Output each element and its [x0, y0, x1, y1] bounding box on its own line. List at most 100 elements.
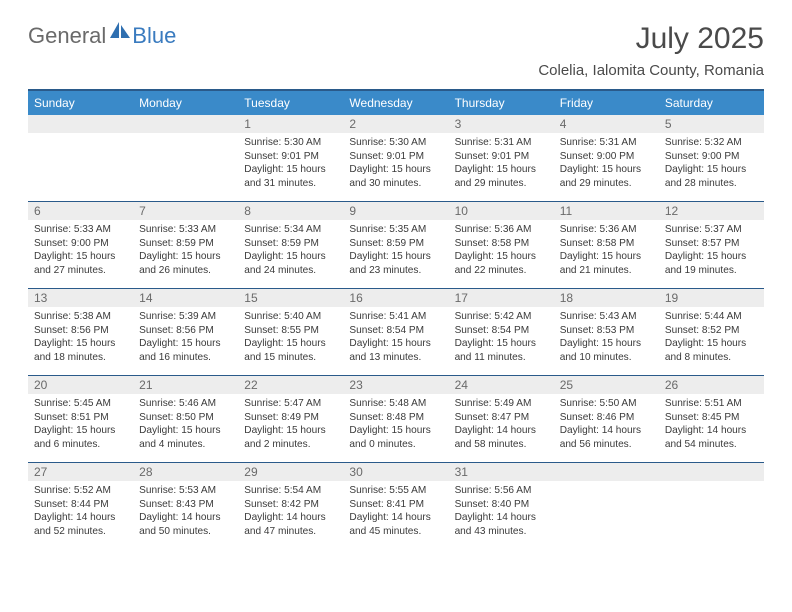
day-body: Sunrise: 5:30 AMSunset: 9:01 PMDaylight:…	[343, 133, 448, 194]
daylight-text: Daylight: 14 hours and 45 minutes.	[349, 511, 442, 538]
day-cell: 13Sunrise: 5:38 AMSunset: 8:56 PMDayligh…	[28, 289, 133, 375]
day-body: Sunrise: 5:47 AMSunset: 8:49 PMDaylight:…	[238, 394, 343, 455]
sunrise-text: Sunrise: 5:55 AM	[349, 484, 442, 498]
daylight-text: Daylight: 15 hours and 30 minutes.	[349, 163, 442, 190]
weekday-header: Wednesday	[343, 91, 448, 115]
day-number: 16	[343, 289, 448, 307]
day-body	[28, 133, 133, 139]
daylight-text: Daylight: 15 hours and 28 minutes.	[665, 163, 758, 190]
day-number: 11	[554, 202, 659, 220]
day-cell: 16Sunrise: 5:41 AMSunset: 8:54 PMDayligh…	[343, 289, 448, 375]
day-number: 30	[343, 463, 448, 481]
sunset-text: Sunset: 9:00 PM	[34, 237, 127, 251]
day-number	[28, 115, 133, 133]
week-row: 13Sunrise: 5:38 AMSunset: 8:56 PMDayligh…	[28, 288, 764, 375]
day-cell: 3Sunrise: 5:31 AMSunset: 9:01 PMDaylight…	[449, 115, 554, 201]
day-body: Sunrise: 5:55 AMSunset: 8:41 PMDaylight:…	[343, 481, 448, 542]
day-body: Sunrise: 5:40 AMSunset: 8:55 PMDaylight:…	[238, 307, 343, 368]
weekday-header: Monday	[133, 91, 238, 115]
day-number: 19	[659, 289, 764, 307]
day-cell: 25Sunrise: 5:50 AMSunset: 8:46 PMDayligh…	[554, 376, 659, 462]
day-body: Sunrise: 5:31 AMSunset: 9:00 PMDaylight:…	[554, 133, 659, 194]
day-cell: 19Sunrise: 5:44 AMSunset: 8:52 PMDayligh…	[659, 289, 764, 375]
brand-text-blue: Blue	[132, 23, 176, 49]
sunset-text: Sunset: 8:59 PM	[349, 237, 442, 251]
sunset-text: Sunset: 8:48 PM	[349, 411, 442, 425]
daylight-text: Daylight: 14 hours and 56 minutes.	[560, 424, 653, 451]
day-number	[554, 463, 659, 481]
daylight-text: Daylight: 14 hours and 43 minutes.	[455, 511, 548, 538]
daylight-text: Daylight: 15 hours and 27 minutes.	[34, 250, 127, 277]
day-cell: 11Sunrise: 5:36 AMSunset: 8:58 PMDayligh…	[554, 202, 659, 288]
sunrise-text: Sunrise: 5:45 AM	[34, 397, 127, 411]
day-number: 23	[343, 376, 448, 394]
day-number: 10	[449, 202, 554, 220]
day-body	[133, 133, 238, 139]
sunrise-text: Sunrise: 5:30 AM	[244, 136, 337, 150]
day-body: Sunrise: 5:33 AMSunset: 8:59 PMDaylight:…	[133, 220, 238, 281]
daylight-text: Daylight: 15 hours and 16 minutes.	[139, 337, 232, 364]
sunrise-text: Sunrise: 5:32 AM	[665, 136, 758, 150]
day-number: 25	[554, 376, 659, 394]
sunrise-text: Sunrise: 5:47 AM	[244, 397, 337, 411]
day-number: 28	[133, 463, 238, 481]
day-cell: 23Sunrise: 5:48 AMSunset: 8:48 PMDayligh…	[343, 376, 448, 462]
sunset-text: Sunset: 8:54 PM	[349, 324, 442, 338]
day-number: 5	[659, 115, 764, 133]
day-body	[554, 481, 659, 487]
daylight-text: Daylight: 15 hours and 11 minutes.	[455, 337, 548, 364]
daylight-text: Daylight: 15 hours and 8 minutes.	[665, 337, 758, 364]
day-cell: 29Sunrise: 5:54 AMSunset: 8:42 PMDayligh…	[238, 463, 343, 549]
day-body: Sunrise: 5:53 AMSunset: 8:43 PMDaylight:…	[133, 481, 238, 542]
day-cell: 4Sunrise: 5:31 AMSunset: 9:00 PMDaylight…	[554, 115, 659, 201]
sunset-text: Sunset: 9:01 PM	[349, 150, 442, 164]
sunset-text: Sunset: 8:47 PM	[455, 411, 548, 425]
weekday-header-row: Sunday Monday Tuesday Wednesday Thursday…	[28, 91, 764, 115]
sunrise-text: Sunrise: 5:52 AM	[34, 484, 127, 498]
sunrise-text: Sunrise: 5:36 AM	[560, 223, 653, 237]
sunset-text: Sunset: 8:56 PM	[139, 324, 232, 338]
sunrise-text: Sunrise: 5:54 AM	[244, 484, 337, 498]
sunset-text: Sunset: 8:52 PM	[665, 324, 758, 338]
sunset-text: Sunset: 9:01 PM	[455, 150, 548, 164]
sunset-text: Sunset: 8:40 PM	[455, 498, 548, 512]
sunset-text: Sunset: 8:46 PM	[560, 411, 653, 425]
sunrise-text: Sunrise: 5:36 AM	[455, 223, 548, 237]
day-cell	[554, 463, 659, 549]
day-body: Sunrise: 5:54 AMSunset: 8:42 PMDaylight:…	[238, 481, 343, 542]
daylight-text: Daylight: 15 hours and 23 minutes.	[349, 250, 442, 277]
day-number: 15	[238, 289, 343, 307]
weeks-host: 1Sunrise: 5:30 AMSunset: 9:01 PMDaylight…	[28, 115, 764, 549]
sunset-text: Sunset: 8:55 PM	[244, 324, 337, 338]
day-body	[659, 481, 764, 487]
day-number: 24	[449, 376, 554, 394]
daylight-text: Daylight: 14 hours and 54 minutes.	[665, 424, 758, 451]
sunset-text: Sunset: 9:01 PM	[244, 150, 337, 164]
day-cell: 27Sunrise: 5:52 AMSunset: 8:44 PMDayligh…	[28, 463, 133, 549]
daylight-text: Daylight: 15 hours and 18 minutes.	[34, 337, 127, 364]
day-body: Sunrise: 5:30 AMSunset: 9:01 PMDaylight:…	[238, 133, 343, 194]
day-body: Sunrise: 5:50 AMSunset: 8:46 PMDaylight:…	[554, 394, 659, 455]
sunset-text: Sunset: 9:00 PM	[560, 150, 653, 164]
sunrise-text: Sunrise: 5:38 AM	[34, 310, 127, 324]
daylight-text: Daylight: 15 hours and 2 minutes.	[244, 424, 337, 451]
sunrise-text: Sunrise: 5:34 AM	[244, 223, 337, 237]
day-cell	[28, 115, 133, 201]
day-body: Sunrise: 5:52 AMSunset: 8:44 PMDaylight:…	[28, 481, 133, 542]
day-cell: 6 Sunrise: 5:33 AMSunset: 9:00 PMDaylight…	[28, 202, 133, 288]
day-body: Sunrise: 5:41 AMSunset: 8:54 PMDaylight:…	[343, 307, 448, 368]
day-body: Sunrise: 5:48 AMSunset: 8:48 PMDaylight:…	[343, 394, 448, 455]
day-number: 6	[28, 202, 133, 220]
day-body: Sunrise: 5:43 AMSunset: 8:53 PMDaylight:…	[554, 307, 659, 368]
day-number: 27	[28, 463, 133, 481]
day-cell: 20Sunrise: 5:45 AMSunset: 8:51 PMDayligh…	[28, 376, 133, 462]
day-body: Sunrise: 5:51 AMSunset: 8:45 PMDaylight:…	[659, 394, 764, 455]
day-number: 2	[343, 115, 448, 133]
sunrise-text: Sunrise: 5:33 AM	[34, 223, 127, 237]
day-number: 26	[659, 376, 764, 394]
daylight-text: Daylight: 14 hours and 58 minutes.	[455, 424, 548, 451]
day-cell	[659, 463, 764, 549]
day-number: 17	[449, 289, 554, 307]
day-cell: 8Sunrise: 5:34 AMSunset: 8:59 PMDaylight…	[238, 202, 343, 288]
day-number: 8	[238, 202, 343, 220]
